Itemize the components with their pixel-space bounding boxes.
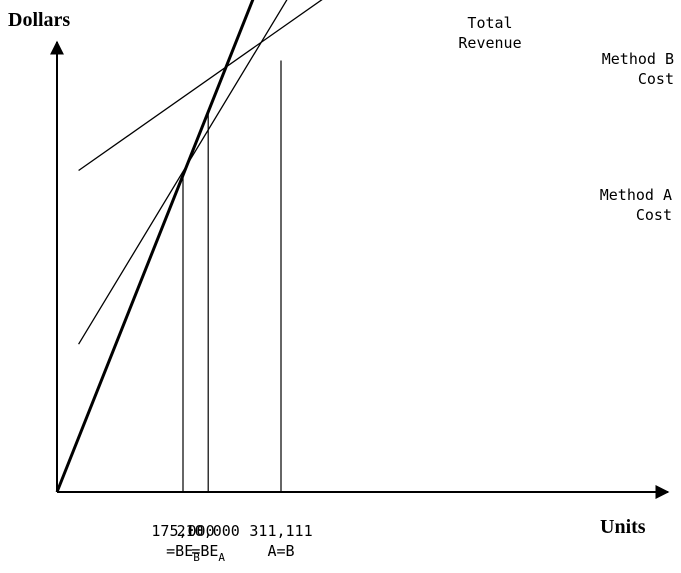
series-labels: Total Revenue Method B Cost Method A Cost xyxy=(458,14,674,224)
method-a-cost-line xyxy=(78,0,323,172)
method-b-cost-label: Method B Cost xyxy=(602,50,674,88)
series-lines xyxy=(55,0,323,493)
total-revenue-line xyxy=(55,0,255,493)
x-axis-title: Units xyxy=(600,516,646,538)
y-axis-title: Dollars xyxy=(8,9,70,31)
break-even-sub-label: =BEA xyxy=(191,542,225,564)
break-even-droplines xyxy=(182,60,282,492)
method-a-cost-label: Method A Cost xyxy=(600,186,672,224)
break-even-value-label: 210,000 xyxy=(177,522,240,540)
break-even-sub-label: =BEB xyxy=(166,542,200,564)
total-revenue-label: Total Revenue xyxy=(458,14,521,52)
break-even-value-label: 175,000 xyxy=(151,522,214,540)
break-even-sub-label: A=B xyxy=(267,542,294,560)
method-b-cost-line xyxy=(78,0,288,345)
break-even-labels: 175,000 =BEB 210,000 =BEA 311,111 A=B xyxy=(151,522,312,564)
break-even-value-label: 311,111 xyxy=(249,522,312,540)
